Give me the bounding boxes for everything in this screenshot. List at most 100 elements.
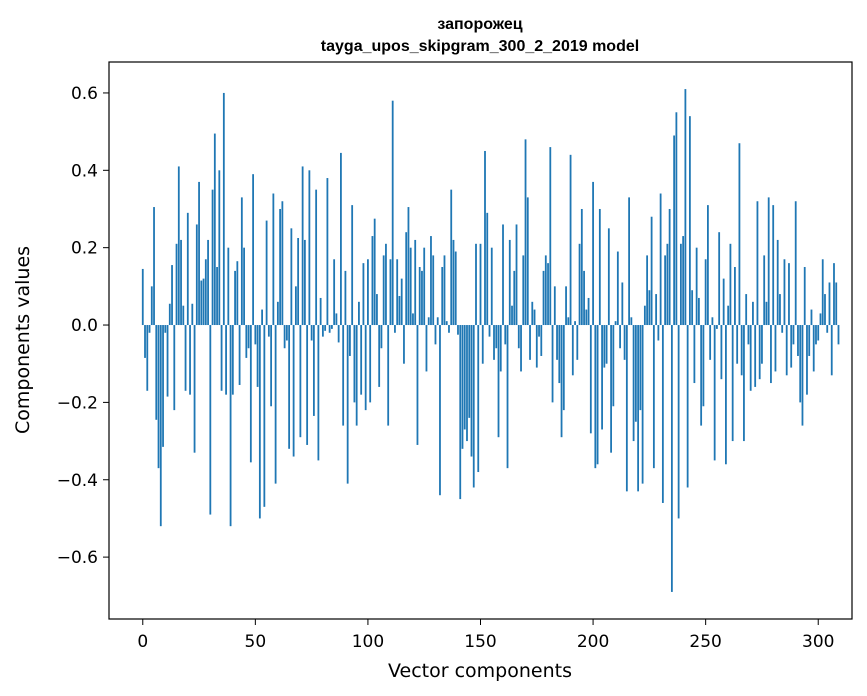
bar-128 xyxy=(430,236,432,326)
x-tick-label-5: 250 xyxy=(689,632,721,652)
bar-140 xyxy=(457,325,459,335)
bar-252 xyxy=(709,325,712,360)
x-tick-label-2: 100 xyxy=(352,632,384,652)
bar-141 xyxy=(459,325,462,500)
bar-201 xyxy=(594,325,597,469)
y-axis-ticks: −0.6 −0.4 −0.2 0.0 0.2 0.4 0.6 xyxy=(57,84,109,568)
bar-300 xyxy=(817,325,820,341)
bar-243 xyxy=(688,116,691,326)
bar-208 xyxy=(610,325,612,453)
bar-192 xyxy=(574,321,576,326)
bar-99 xyxy=(364,325,367,411)
bar-281 xyxy=(774,325,777,372)
bar-130 xyxy=(434,325,437,345)
bar-92 xyxy=(349,325,351,356)
bar-205 xyxy=(603,325,606,368)
bar-146 xyxy=(470,325,473,457)
bar-8 xyxy=(159,325,162,527)
bar-28 xyxy=(204,259,207,326)
bar-289 xyxy=(792,325,795,345)
bar-245 xyxy=(693,325,696,384)
y-tick-label-3: 0.0 xyxy=(71,316,98,336)
bar-121 xyxy=(414,239,417,326)
bar-288 xyxy=(790,325,793,368)
bar-64 xyxy=(285,325,288,341)
bar-51 xyxy=(256,325,259,387)
bar-263 xyxy=(734,267,736,326)
bar-295 xyxy=(806,325,808,395)
bar-37 xyxy=(225,325,227,395)
bar-278 xyxy=(767,197,770,326)
bar-114 xyxy=(398,296,401,326)
bar-27 xyxy=(202,278,205,326)
bar-111 xyxy=(391,100,394,326)
bar-5 xyxy=(153,207,155,326)
bar-33 xyxy=(216,267,218,326)
bar-229 xyxy=(657,325,660,341)
bar-45 xyxy=(243,247,245,326)
bar-244 xyxy=(691,290,694,326)
bar-106 xyxy=(380,325,383,349)
bar-253 xyxy=(711,317,714,326)
bar-65 xyxy=(288,325,291,449)
bar-10 xyxy=(164,325,167,333)
bar-75 xyxy=(310,325,313,341)
bar-152 xyxy=(484,150,486,326)
bar-280 xyxy=(772,205,775,326)
bar-21 xyxy=(189,325,191,395)
bar-89 xyxy=(342,325,345,426)
y-tick-label-5: 0.4 xyxy=(71,161,98,181)
bar-225 xyxy=(648,290,651,326)
y-axis-label: Components values xyxy=(12,246,34,434)
bar-292 xyxy=(799,325,802,403)
bar-96 xyxy=(358,301,360,326)
bar-224 xyxy=(646,255,649,326)
bar-270 xyxy=(749,325,752,391)
bar-277 xyxy=(765,301,768,326)
bar-62 xyxy=(281,201,284,326)
bar-299 xyxy=(815,325,817,345)
bar-110 xyxy=(389,259,392,326)
bar-119 xyxy=(409,247,412,326)
bar-112 xyxy=(394,325,396,333)
plot-frame xyxy=(108,61,853,620)
bar-282 xyxy=(776,239,779,326)
bar-203 xyxy=(598,208,601,326)
bar-87 xyxy=(337,325,340,343)
bar-134 xyxy=(443,255,446,326)
bar-220 xyxy=(637,325,640,492)
bar-150 xyxy=(479,243,482,326)
bar-98 xyxy=(362,263,365,326)
bar-213 xyxy=(621,282,624,326)
bar-11 xyxy=(166,325,169,397)
bar-228 xyxy=(655,294,658,326)
bar-211 xyxy=(616,251,619,326)
bar-40 xyxy=(231,325,234,395)
bar-100 xyxy=(367,259,369,326)
bar-35 xyxy=(220,325,223,391)
bar-206 xyxy=(605,325,608,364)
bar-127 xyxy=(427,317,430,326)
bar-237 xyxy=(675,112,678,326)
bar-261 xyxy=(729,243,732,326)
bar-78 xyxy=(317,325,320,461)
bar-187 xyxy=(562,325,565,411)
bar-2 xyxy=(146,325,149,391)
bar-15 xyxy=(175,243,178,326)
bar-226 xyxy=(650,216,653,326)
x-tick-label-0: 0 xyxy=(137,632,148,652)
bar-250 xyxy=(704,259,707,326)
bar-268 xyxy=(745,294,748,326)
bar-215 xyxy=(625,325,628,492)
bar-188 xyxy=(565,286,567,326)
bar-258 xyxy=(722,278,725,326)
bar-210 xyxy=(614,321,617,326)
bar-157 xyxy=(495,325,498,349)
bar-19 xyxy=(184,325,187,391)
bar-184 xyxy=(556,325,558,360)
bar-296 xyxy=(808,325,811,356)
bar-66 xyxy=(290,228,293,326)
x-axis-ticks: 0 50 100 150 200 250 300 xyxy=(137,619,834,652)
bar-88 xyxy=(340,152,342,326)
bar-144 xyxy=(466,325,468,442)
